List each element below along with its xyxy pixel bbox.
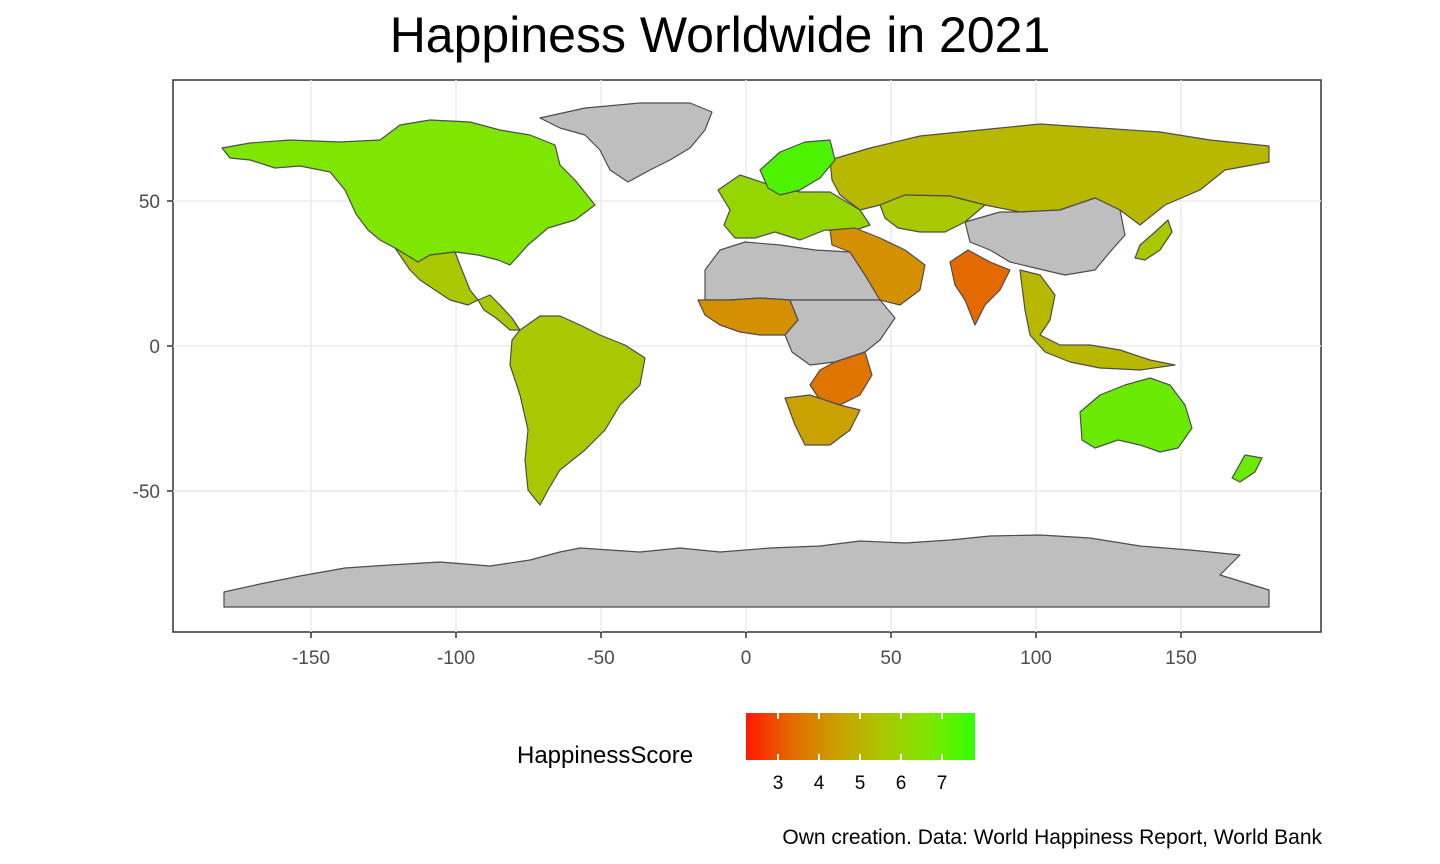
x-tick-label: 50 xyxy=(880,648,901,669)
legend-color-bar xyxy=(746,713,975,760)
source-caption: Own creation. Data: World Happiness Repo… xyxy=(782,826,1322,849)
legend-tick-label: 5 xyxy=(854,773,866,794)
legend-notch xyxy=(941,754,943,760)
legend-notch xyxy=(900,754,902,760)
y-tick-label: 0 xyxy=(149,337,160,358)
region-central-asia xyxy=(879,194,986,233)
chart-title: Happiness Worldwide in 2021 xyxy=(389,7,1051,63)
y-tick-label: 50 xyxy=(139,192,160,213)
region-india xyxy=(949,249,1011,326)
legend-notch xyxy=(818,754,820,760)
axis-ticks xyxy=(167,200,1182,638)
y-tick-label: -50 xyxy=(133,482,160,503)
x-tick-label: -150 xyxy=(292,648,330,669)
region-south-america xyxy=(509,315,646,506)
region-scandinavia xyxy=(759,139,836,196)
x-tick-label: -50 xyxy=(587,648,614,669)
legend-notch xyxy=(777,713,779,719)
region-north-america xyxy=(221,119,596,266)
region-greenland xyxy=(539,102,713,183)
legend-notch xyxy=(941,713,943,719)
x-tick-label: 150 xyxy=(1165,648,1197,669)
legend-notch xyxy=(859,754,861,760)
legend-tick-label: 7 xyxy=(936,773,948,794)
region-japan xyxy=(1134,219,1173,261)
x-tick-label: 100 xyxy=(1020,648,1052,669)
legend-tick-label: 4 xyxy=(813,773,825,794)
region-new-zealand xyxy=(1231,454,1263,483)
x-tick-label: -100 xyxy=(437,648,475,669)
region-southeast-asia xyxy=(1019,269,1176,371)
country-shapes xyxy=(221,102,1270,608)
region-australia xyxy=(1079,377,1193,453)
legend-tick-label: 3 xyxy=(772,773,784,794)
region-china xyxy=(964,197,1126,276)
legend-title: HappinessScore xyxy=(517,742,694,769)
legend-tick-label: 6 xyxy=(895,773,907,794)
legend-notch xyxy=(818,713,820,719)
x-tick-label: 0 xyxy=(741,648,752,669)
legend-notch xyxy=(900,713,902,719)
region-middle-east xyxy=(829,227,926,306)
legend-notch xyxy=(777,754,779,760)
region-antarctica xyxy=(223,534,1270,608)
region-southern-africa xyxy=(784,394,861,446)
legend-notch xyxy=(859,713,861,719)
